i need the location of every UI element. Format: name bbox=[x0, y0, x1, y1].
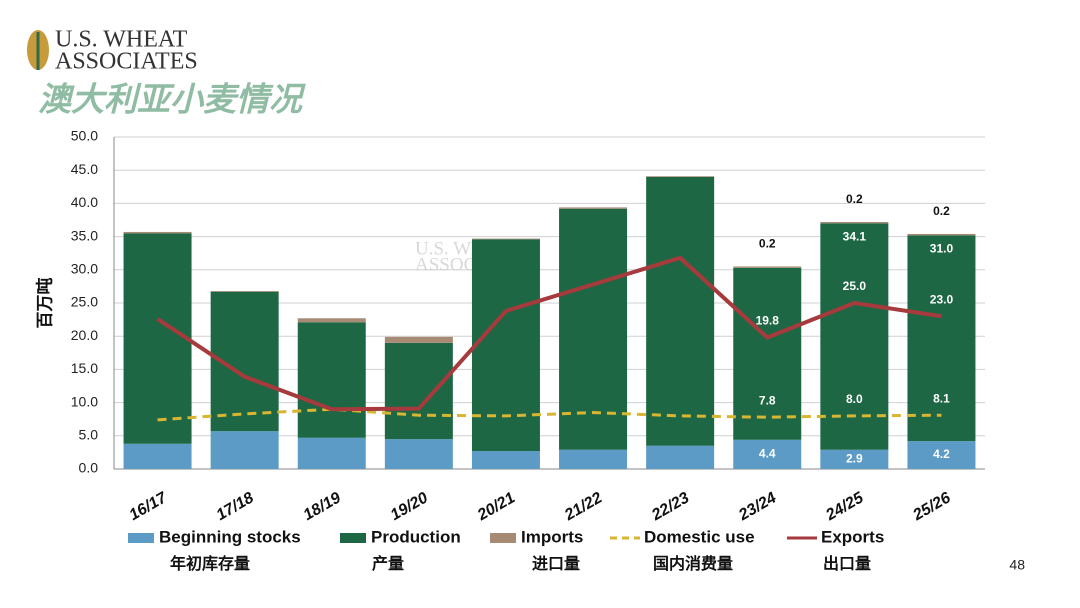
bar-segment bbox=[733, 266, 802, 268]
bar-segment bbox=[820, 223, 889, 450]
bar-segment bbox=[471, 451, 540, 469]
y-tick-label: 15.0 bbox=[71, 360, 98, 376]
bar-segment bbox=[733, 267, 802, 440]
y-tick-label: 20.0 bbox=[71, 327, 98, 343]
legend-swatch bbox=[490, 533, 516, 543]
bar-segment bbox=[733, 439, 802, 469]
chart: U.S. WHEATASSOCIATES0.05.010.015.020.025… bbox=[34, 128, 985, 573]
x-tick-label: 22/23 bbox=[648, 489, 692, 524]
legend-label: Imports bbox=[521, 527, 583, 546]
legend-swatch bbox=[340, 533, 366, 543]
bar-segment bbox=[210, 291, 279, 292]
y-tick-label: 30.0 bbox=[71, 261, 98, 277]
x-tick-label: 21/22 bbox=[561, 489, 605, 524]
bar-segment bbox=[384, 342, 453, 440]
data-label: 8.0 bbox=[846, 392, 863, 406]
bar-segment bbox=[646, 176, 715, 177]
data-label: 4.4 bbox=[759, 447, 776, 461]
bar-segment bbox=[297, 437, 366, 469]
bar-segment bbox=[559, 208, 628, 450]
x-tick-label: 25/26 bbox=[910, 489, 954, 524]
y-tick-label: 45.0 bbox=[71, 161, 98, 177]
legend-label-cn: 进口量 bbox=[532, 555, 580, 573]
bar-segment bbox=[384, 336, 453, 343]
bar-segment bbox=[559, 449, 628, 469]
data-label: 0.2 bbox=[759, 237, 776, 251]
bar-segment bbox=[907, 233, 976, 236]
y-tick-label: 50.0 bbox=[71, 128, 98, 144]
data-label: 0.2 bbox=[846, 192, 863, 206]
y-tick-label: 5.0 bbox=[79, 427, 99, 443]
bar-segment bbox=[210, 431, 279, 469]
line-series bbox=[157, 407, 942, 422]
data-label: 4.2 bbox=[933, 447, 950, 461]
bar-segment bbox=[123, 231, 192, 234]
legend-label-cn: 国内消费量 bbox=[653, 554, 733, 573]
x-tick-label: 20/21 bbox=[474, 489, 518, 524]
data-label: 7.8 bbox=[759, 393, 776, 407]
x-tick-label: 23/24 bbox=[735, 489, 779, 524]
legend-label: Exports bbox=[821, 527, 884, 546]
legend-label-cn: 出口量 bbox=[823, 554, 871, 573]
bar-segment bbox=[820, 221, 889, 224]
line-series bbox=[156, 255, 942, 412]
bar-segment bbox=[907, 235, 976, 442]
y-tick-label: 0.0 bbox=[79, 460, 99, 476]
y-tick-label: 25.0 bbox=[71, 294, 98, 310]
legend-label-cn: 产量 bbox=[372, 554, 404, 573]
data-label: 19.8 bbox=[756, 314, 780, 328]
x-tick-label: 19/20 bbox=[388, 489, 431, 524]
bar-segment bbox=[820, 449, 889, 469]
bar-segment bbox=[559, 207, 628, 209]
x-tick-label: 18/19 bbox=[301, 489, 344, 524]
bar-segment bbox=[384, 439, 453, 469]
legend-label-cn: 年初库存量 bbox=[170, 554, 250, 573]
y-axis-label: 百万吨 bbox=[34, 278, 54, 329]
x-tick-label: 16/17 bbox=[126, 489, 170, 524]
page-title: 澳大利亚小麦情况 bbox=[38, 81, 306, 118]
data-label: 25.0 bbox=[843, 279, 867, 293]
bar-segment bbox=[123, 443, 192, 469]
logo-text: U.S. WHEAT bbox=[55, 27, 188, 53]
bar-segment bbox=[646, 176, 715, 446]
bar-segment bbox=[646, 445, 715, 469]
data-label: 8.1 bbox=[933, 391, 950, 405]
y-tick-label: 35.0 bbox=[71, 227, 98, 243]
y-tick-label: 40.0 bbox=[71, 194, 98, 210]
y-tick-label: 10.0 bbox=[71, 393, 98, 409]
logo-text: ASSOCIATES bbox=[55, 49, 198, 75]
data-label: 34.1 bbox=[843, 229, 867, 243]
data-label: 0.2 bbox=[933, 204, 950, 218]
legend-label: Domestic use bbox=[644, 527, 755, 546]
legend-swatch bbox=[128, 533, 154, 543]
legend-label: Beginning stocks bbox=[159, 527, 301, 546]
x-tick-label: 17/18 bbox=[214, 489, 257, 524]
data-label: 31.0 bbox=[930, 241, 954, 255]
x-tick-label: 24/25 bbox=[822, 489, 867, 525]
data-label: 2.9 bbox=[846, 452, 863, 466]
bar-segment bbox=[471, 238, 540, 240]
bar-segment bbox=[123, 233, 192, 444]
bar-segment bbox=[297, 318, 366, 323]
bar-segment bbox=[297, 322, 366, 438]
bar-segment bbox=[907, 441, 976, 469]
legend-label: Production bbox=[371, 527, 461, 546]
logo: U.S. WHEAT ASSOCIATES bbox=[27, 27, 198, 75]
data-label: 23.0 bbox=[930, 292, 954, 306]
bar-segment bbox=[471, 239, 540, 452]
page-number: 48 bbox=[1009, 557, 1025, 573]
